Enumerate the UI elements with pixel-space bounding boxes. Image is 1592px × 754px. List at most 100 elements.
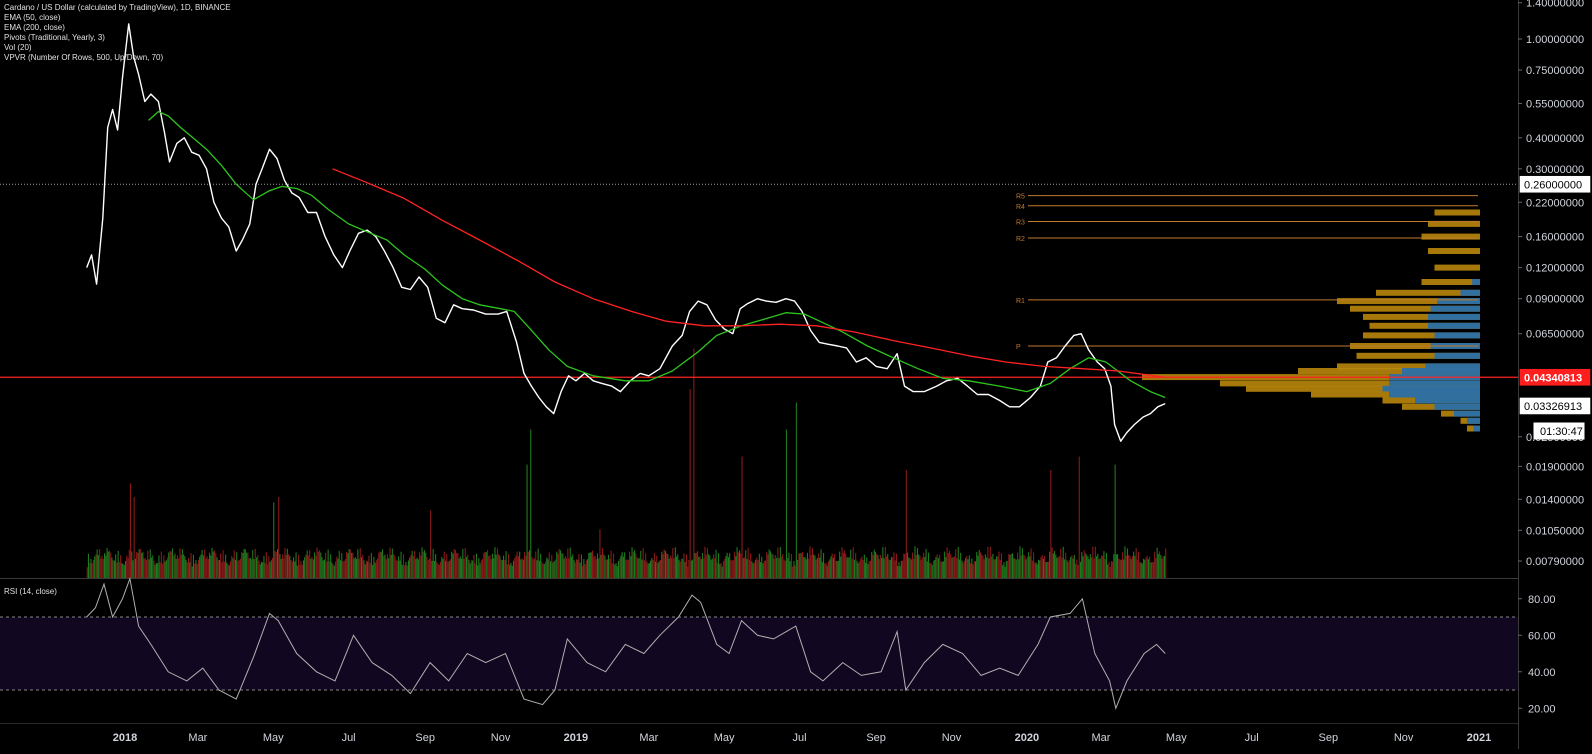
volume-bar [548, 552, 550, 578]
volume-bar [209, 552, 211, 578]
price-tick-label: 0.75000000 [1526, 65, 1584, 77]
vpvr-row-up [1430, 305, 1480, 312]
volume-bar [529, 550, 531, 578]
volume-bar [735, 556, 737, 578]
volume-bar [417, 559, 419, 578]
indicator-volume[interactable]: Vol (20) [4, 43, 32, 52]
volume-bar [496, 548, 498, 578]
last-price-label: 0.04340813 [1524, 372, 1582, 384]
volume-bar [191, 566, 193, 578]
volume-bar [472, 560, 474, 578]
volume-bar [732, 560, 734, 578]
volume-bar [351, 552, 353, 578]
volume-bar [453, 549, 455, 578]
volume-bar [814, 555, 816, 578]
rsi-title[interactable]: RSI (14, close) [4, 587, 57, 596]
volume-bar [1133, 551, 1135, 578]
volume-bar [1119, 559, 1121, 578]
volume-bar [1129, 556, 1131, 578]
volume-bar [180, 555, 182, 578]
volume-bar [634, 550, 636, 578]
price-tick-label: 0.55000000 [1526, 98, 1584, 110]
volume-bar [694, 553, 696, 578]
volume-bar [525, 555, 527, 578]
volume-bar [625, 559, 627, 578]
volume-bar [316, 547, 318, 578]
volume-bar [493, 558, 495, 578]
volume-bar [961, 560, 963, 578]
volume-bar [1050, 470, 1052, 578]
volume-bar [368, 555, 370, 578]
volume-bar [820, 549, 822, 578]
volume-bar [433, 561, 435, 578]
indicator-pivots[interactable]: Pivots (Traditional, Yearly, 3) [4, 33, 105, 42]
volume-bar [1136, 560, 1138, 578]
volume-bar [361, 557, 363, 578]
volume-bar [989, 546, 991, 578]
countdown-label: 01:30:47 [1540, 426, 1583, 438]
volume-bar [222, 550, 224, 578]
volume-bar [457, 553, 459, 578]
volume-bar [1083, 550, 1085, 578]
volume-bar [447, 561, 449, 578]
volume-bar [819, 557, 821, 578]
volume-bar [778, 558, 780, 578]
volume-bar [816, 558, 818, 578]
volume-bar [976, 552, 978, 578]
indicator-ema200[interactable]: EMA (200, close) [4, 23, 65, 32]
volume-bar [239, 558, 241, 578]
volume-bar [520, 559, 522, 578]
volume-bar [514, 558, 516, 578]
price-tick-label: 1.40000000 [1526, 0, 1584, 10]
volume-bar [1045, 561, 1047, 578]
volume-bar [756, 557, 758, 578]
volume-bar [882, 547, 884, 578]
volume-bar [601, 548, 603, 578]
indicator-vpvr[interactable]: VPVR (Number Of Rows, 500, Up/Down, 70) [4, 53, 164, 62]
current-price-label: 0.03326913 [1524, 401, 1582, 413]
vpvr-row-down [1356, 352, 1480, 359]
volume-bar [905, 470, 907, 578]
volume-bar [158, 555, 160, 578]
volume-bar [1093, 558, 1095, 578]
volume-bar [241, 551, 243, 578]
volume-bar [262, 562, 264, 578]
volume-bar [909, 557, 911, 578]
volume-bar [196, 563, 198, 578]
volume-bar [268, 556, 270, 578]
vpvr-row-down [1363, 332, 1480, 339]
indicator-ema50[interactable]: EMA (50, close) [4, 13, 61, 22]
vpvr-row-up [1389, 391, 1480, 398]
volume-bar [194, 563, 196, 578]
volume-bar [680, 558, 682, 578]
volume-bar [588, 552, 590, 578]
volume-bar [221, 562, 223, 578]
volume-bar [693, 348, 695, 578]
volume-bar [189, 562, 191, 578]
volume-bar [349, 549, 351, 578]
volume-bar [127, 557, 129, 578]
volume-bar [149, 549, 151, 578]
volume-bar [1122, 552, 1124, 578]
volume-bar [663, 549, 665, 578]
volume-bar [540, 553, 542, 578]
volume-bar [102, 559, 104, 578]
volume-bar [281, 554, 283, 578]
volume-bar [818, 553, 820, 578]
volume-bar [386, 554, 388, 578]
volume-bar [777, 547, 779, 578]
volume-bar [426, 557, 428, 578]
volume-bar [388, 558, 390, 578]
volume-bar [111, 557, 113, 578]
volume-bar [826, 565, 828, 578]
vpvr-row-up [1425, 363, 1480, 370]
last-price-label-bg [1519, 368, 1591, 386]
volume-bar [1033, 552, 1035, 578]
volume-bar [887, 554, 889, 578]
volume-bar [1042, 558, 1044, 578]
volume-bar [862, 560, 864, 578]
volume-bar [1052, 553, 1054, 578]
volume-bar [165, 560, 167, 578]
